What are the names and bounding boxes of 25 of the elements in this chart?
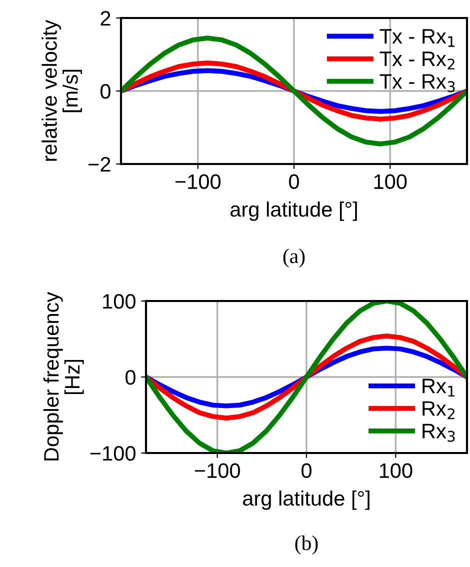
x-tick-label: −100 bbox=[175, 174, 221, 190]
text: (b) bbox=[295, 536, 318, 554]
legend-label: Rx$_{3}$ bbox=[422, 424, 455, 442]
x-tick-label: 100 bbox=[380, 463, 412, 478]
legend-label: Tx - Rx$_{1}$ bbox=[380, 29, 455, 47]
x-axis-title: arg latitude [°] bbox=[230, 201, 357, 221]
text: (a) bbox=[283, 248, 305, 268]
y-tick-label: −100 bbox=[90, 446, 136, 461]
y-tick-label: 0 bbox=[100, 84, 110, 99]
y-tick-label: −2 bbox=[88, 157, 110, 172]
y-tick-label: 0 bbox=[126, 370, 136, 385]
y-tick-label: 2 bbox=[100, 11, 110, 26]
legend-label: Rx$_{2}$ bbox=[422, 401, 454, 420]
legend-label: Tx - Rx$_{2}$ bbox=[380, 52, 454, 70]
x-tick-label: 100 bbox=[374, 174, 407, 190]
y-axis-title: relative velocity [m/s] bbox=[42, 20, 82, 161]
y-axis-title: Doppler frequency [Hz] bbox=[43, 292, 84, 460]
legend-label: Tx - Rx$_{3}$ bbox=[380, 74, 455, 92]
x-tick-label: −100 bbox=[194, 463, 240, 478]
x-tick-label: 0 bbox=[302, 463, 312, 478]
y-tick-label: 100 bbox=[103, 294, 136, 309]
line-series bbox=[146, 334, 467, 420]
legend-label: Rx$_{1}$ bbox=[422, 378, 455, 397]
x-axis-title: arg latitude [°] bbox=[243, 490, 370, 510]
x-tick-label: 0 bbox=[289, 174, 299, 190]
